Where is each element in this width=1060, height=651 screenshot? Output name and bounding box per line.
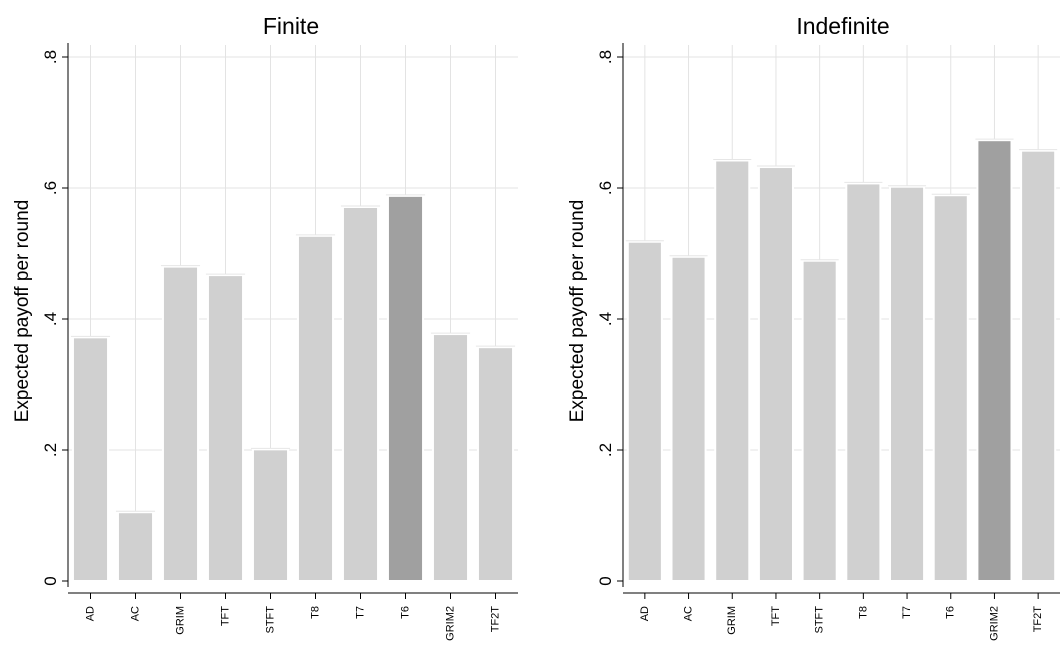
bar-tft [206, 274, 245, 582]
bar-tf2t [476, 346, 515, 583]
x-tick-label-t6: T6 [399, 606, 411, 619]
bar-ad [71, 336, 110, 582]
x-tick-label-tf2t: TF2T [489, 606, 501, 633]
bar-stft [801, 259, 838, 582]
y-tick-label: .2 [41, 443, 60, 457]
x-tick-label-ac: AC [129, 606, 141, 621]
y-tick-label: .8 [596, 50, 615, 64]
x-tick-label-t6: T6 [945, 606, 957, 619]
bar-ac [116, 511, 155, 582]
y-tick-label: .4 [41, 312, 60, 326]
x-tick-label-t8: T8 [857, 606, 869, 619]
x-tick-label-ad: AD [639, 606, 651, 621]
panel-finite: 0 .2 .4 .6 .8 AD AC GRIM TFT STFT T8 T7 T6 GRIM2 TF2T F… [12, 13, 518, 641]
x-tick-label-ad: AD [84, 606, 96, 621]
panel-indefinite: 0 .2 .4 .6 .8 AD AC GRIM TFT STFT T8 T7 T6 GRIM2 TF2T I… [567, 13, 1060, 641]
y-axis-label: Expected payoff per round [12, 200, 33, 423]
x-tick-label-t7: T7 [901, 606, 913, 619]
bar-grim [714, 159, 751, 583]
bar-t8 [845, 182, 882, 582]
bar-t8 [296, 234, 335, 582]
bar-tf2t [1020, 149, 1057, 582]
x-tick-label-stft: STFT [264, 606, 276, 634]
x-tick-label-grim: GRIM [726, 606, 738, 635]
x-tick-label-grim: GRIM [174, 606, 186, 635]
y-tick-label: .6 [596, 181, 615, 195]
bar-grim2 [976, 139, 1013, 582]
y-tick-label: .4 [596, 312, 615, 326]
bar-ac [670, 255, 707, 582]
x-tick-label-grim2: GRIM2 [444, 606, 456, 641]
y-axis-label: Expected payoff per round [567, 200, 588, 423]
x-tick-label-grim2: GRIM2 [988, 606, 1000, 641]
bar-t7 [341, 205, 380, 582]
chart-title: Indefinite [796, 13, 889, 39]
y-tick-label: 0 [596, 576, 615, 585]
y-tick-label: 0 [41, 576, 60, 585]
bar-tft [757, 166, 794, 582]
y-tick-label: .8 [41, 50, 60, 64]
y-tick-label: .2 [596, 443, 615, 457]
y-tick-label: .6 [41, 181, 60, 195]
bar-t6 [932, 194, 969, 583]
chart-title: Finite [263, 13, 319, 39]
x-tick-label-t8: T8 [309, 606, 321, 619]
x-tick-label-tft: TFT [219, 606, 231, 626]
bar-stft [251, 448, 290, 582]
bar-ad [626, 240, 663, 583]
x-tick-label-tft: TFT [770, 606, 782, 626]
x-tick-label-stft: STFT [814, 606, 826, 634]
bar-grim [161, 265, 200, 582]
x-tick-label-ac: AC [682, 606, 694, 621]
x-tick-label-tf2t: TF2T [1032, 606, 1044, 633]
x-tick-label-t7: T7 [354, 606, 366, 619]
bar-grim2 [431, 333, 470, 582]
bar-t7 [889, 185, 926, 582]
bar-t6 [386, 194, 425, 583]
